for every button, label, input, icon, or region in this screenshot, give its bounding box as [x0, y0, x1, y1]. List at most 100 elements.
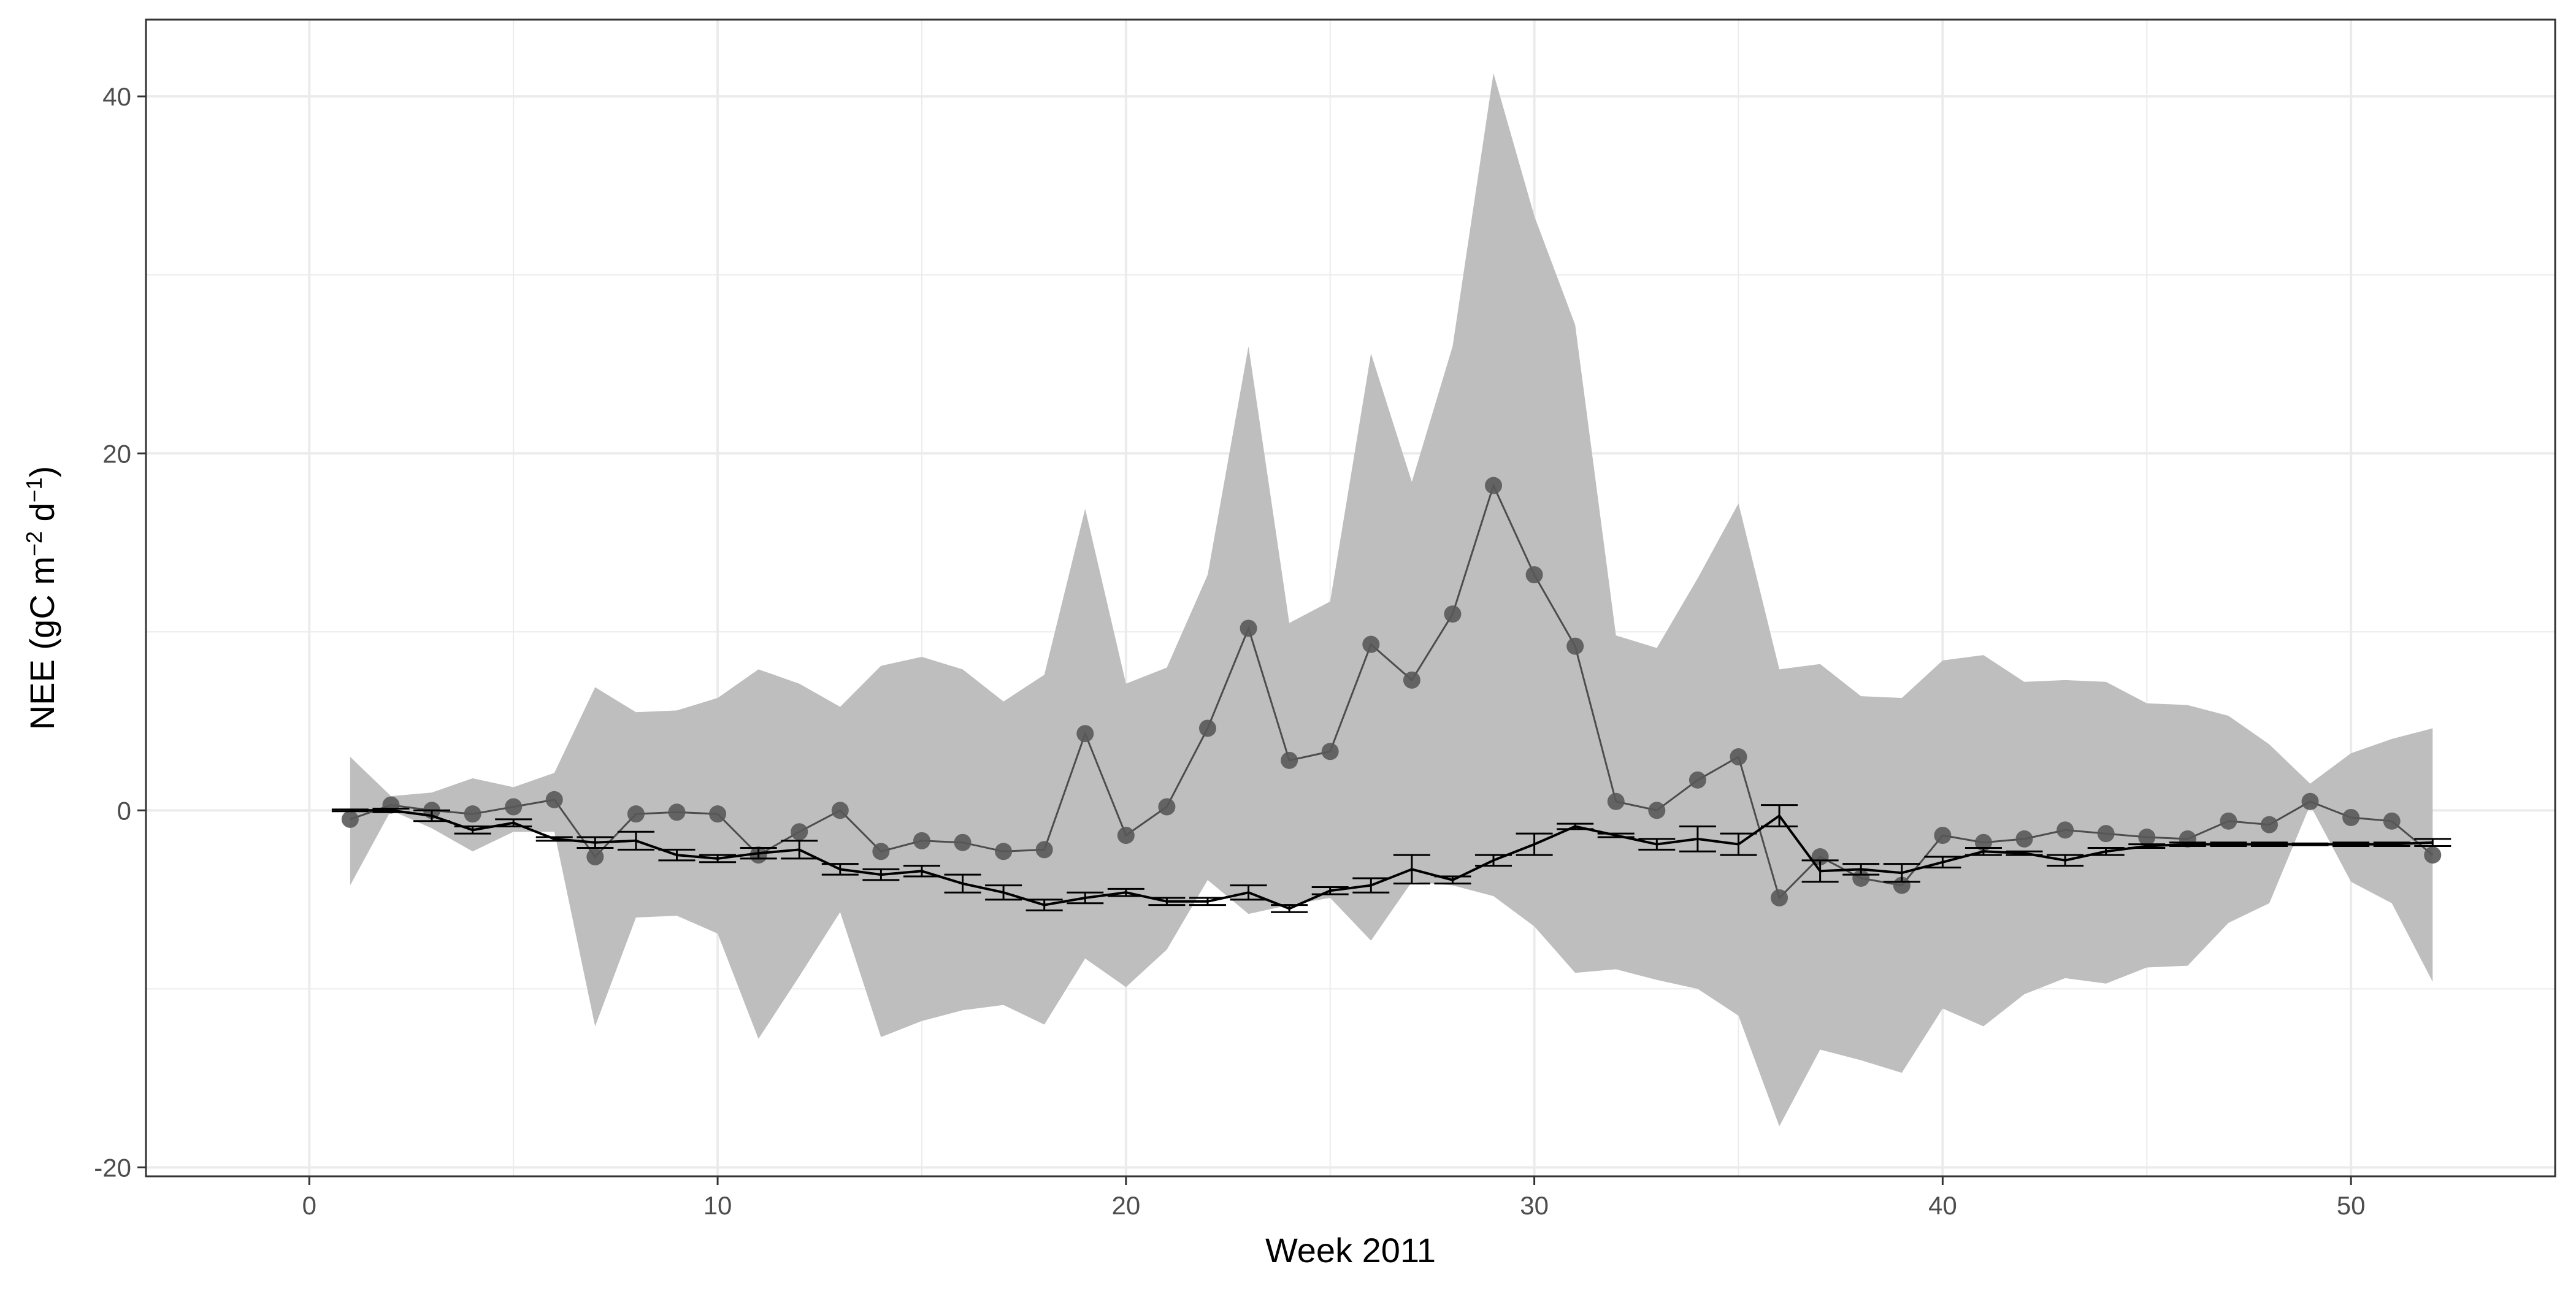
observed-point	[1566, 637, 1584, 655]
error-bar	[2169, 841, 2206, 848]
error-bar	[821, 863, 859, 876]
error-bar	[699, 854, 737, 864]
observed-point	[1035, 841, 1053, 859]
error-bar	[1883, 863, 1920, 883]
error-bar	[2006, 850, 2043, 856]
observed-point	[1689, 771, 1706, 789]
observed-point	[1934, 827, 1952, 845]
observed-point	[1403, 671, 1420, 689]
observed-point	[505, 798, 523, 816]
observed-point	[1648, 802, 1666, 819]
error-bar	[454, 826, 491, 835]
observed-point	[1158, 798, 1176, 816]
error-bar	[1025, 898, 1063, 911]
observed-point	[2424, 846, 2442, 864]
error-bar	[2373, 841, 2410, 848]
points-layer	[341, 477, 2442, 906]
observed-point	[545, 791, 563, 808]
observed-point	[791, 823, 808, 841]
y-tick-label: 20	[102, 439, 131, 468]
observed-line	[350, 483, 2434, 900]
error-bar	[944, 873, 981, 894]
y-axis-title-mid: d	[23, 502, 61, 531]
error-bar	[1311, 886, 1349, 895]
x-tick-label: 0	[302, 1191, 316, 1220]
error-bar	[577, 836, 614, 849]
y-tick-label: -20	[94, 1153, 131, 1182]
ticks-layer: 0 10 20 30 40 50 -20 0 20 40	[94, 82, 2365, 1220]
error-bar	[1965, 846, 2002, 856]
error-bar	[1557, 822, 1594, 830]
observed-point	[1321, 743, 1339, 760]
observed-point	[831, 802, 849, 819]
mean-layer	[331, 804, 2451, 913]
observed-point	[2220, 812, 2237, 830]
observed-point	[627, 805, 645, 823]
error-bar	[1761, 804, 1798, 828]
error-bar	[658, 848, 696, 862]
error-bar	[1679, 826, 1716, 852]
observed-point	[1362, 635, 1380, 653]
observed-point	[1281, 751, 1298, 769]
observed-point	[1730, 748, 1747, 766]
observed-point	[2383, 812, 2401, 830]
error-bar	[1393, 854, 1430, 885]
error-bar	[495, 818, 532, 828]
observed-point	[2097, 825, 2115, 843]
observed-point	[1444, 605, 1462, 623]
observed-point	[2138, 829, 2156, 846]
error-bar	[740, 846, 777, 860]
error-bar	[1801, 859, 1839, 883]
y-tick-label: 0	[117, 796, 131, 825]
error-bar	[2414, 838, 2451, 848]
observed-point	[668, 803, 686, 821]
observed-point	[1485, 477, 1503, 494]
observed-point	[1525, 566, 1543, 584]
error-bar	[1434, 875, 1471, 885]
observed-point	[2260, 816, 2278, 833]
error-bar	[1842, 863, 1880, 876]
error-bar	[1638, 838, 1676, 851]
error-bar	[1352, 877, 1390, 894]
error-bar	[2250, 841, 2288, 848]
observed-point	[1240, 619, 1257, 637]
y-axis-title-main: NEE (gC m	[23, 556, 61, 730]
error-bar	[1597, 832, 1635, 838]
observed-point	[1076, 725, 1094, 743]
error-bar	[331, 808, 369, 813]
error-bar	[985, 884, 1022, 901]
x-tick-label: 10	[703, 1191, 732, 1220]
error-bar	[413, 809, 451, 822]
error-bar	[1475, 854, 1512, 867]
x-tick-label: 50	[2337, 1191, 2366, 1220]
error-bar	[2087, 846, 2125, 856]
error-bar	[2291, 842, 2329, 846]
observed-point	[995, 843, 1013, 860]
observed-point	[1117, 827, 1135, 845]
error-bar	[1189, 897, 1226, 906]
error-bar	[535, 836, 573, 842]
error-bar	[2128, 843, 2166, 849]
observed-point	[872, 843, 890, 860]
error-bar	[1067, 891, 1104, 905]
y-axis-title-sup2: −1	[21, 477, 47, 502]
error-bar	[1271, 904, 1308, 913]
error-bar	[2210, 841, 2247, 848]
error-bar	[862, 868, 900, 881]
error-bar	[372, 807, 410, 813]
error-bar	[1516, 832, 1553, 856]
x-tick-label: 30	[1520, 1191, 1549, 1220]
error-bar	[1720, 832, 1757, 856]
error-bar	[2333, 841, 2370, 848]
y-axis-title-sup1: −2	[21, 531, 47, 556]
observed-point	[2342, 808, 2360, 826]
mean-line	[350, 809, 2433, 910]
observed-point	[2057, 821, 2074, 839]
point-line-layer	[350, 483, 2434, 900]
error-bar	[1148, 897, 1186, 906]
y-axis-title: NEE (gC m−2 d−1)	[21, 466, 62, 730]
error-bar	[1230, 884, 1267, 901]
y-tick-label: 40	[102, 82, 131, 111]
